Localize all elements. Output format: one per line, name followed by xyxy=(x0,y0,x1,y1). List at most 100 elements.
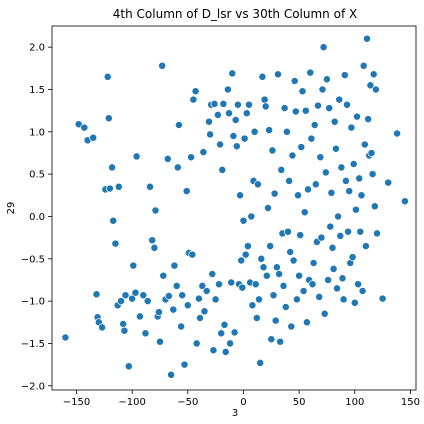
data-point-119 xyxy=(266,242,275,251)
data-point-124 xyxy=(271,316,280,325)
y-axis-label: 29 xyxy=(6,202,17,215)
data-point-37 xyxy=(156,337,164,346)
data-point-28 xyxy=(139,291,148,300)
data-point-170 xyxy=(322,75,331,84)
data-point-203 xyxy=(359,61,368,70)
data-point-64 xyxy=(200,307,209,316)
chart-title: 4th Column of D_lsr vs 30th Column of X xyxy=(113,7,357,21)
data-point-201 xyxy=(357,191,366,200)
data-point-133 xyxy=(281,303,290,311)
data-point-32 xyxy=(148,236,157,245)
data-point-63 xyxy=(199,148,208,157)
data-point-85 xyxy=(228,69,237,78)
data-point-140 xyxy=(289,256,298,265)
data-point-148 xyxy=(298,87,307,96)
data-point-202 xyxy=(358,287,367,295)
data-point-113 xyxy=(259,263,268,272)
data-point-145 xyxy=(295,271,304,280)
data-point-67 xyxy=(206,130,215,139)
data-point-90 xyxy=(233,100,242,109)
data-point-45 xyxy=(170,261,179,270)
data-point-12 xyxy=(105,184,114,193)
data-point-186 xyxy=(340,71,349,80)
data-point-176 xyxy=(329,264,338,273)
data-point-43 xyxy=(167,370,176,379)
y-tick-label: −0.5 xyxy=(21,254,45,265)
data-point-117 xyxy=(264,204,272,212)
data-point-81 xyxy=(223,85,232,94)
data-point-19 xyxy=(119,320,128,328)
data-point-198 xyxy=(354,280,363,289)
data-point-164 xyxy=(316,153,325,162)
data-point-129 xyxy=(277,165,286,174)
data-point-178 xyxy=(331,144,340,153)
data-point-179 xyxy=(333,284,341,293)
data-point-86 xyxy=(229,132,238,140)
data-point-78 xyxy=(219,99,228,108)
data-point-163 xyxy=(315,292,324,301)
data-point-39 xyxy=(159,271,168,280)
data-point-31 xyxy=(146,182,154,191)
data-point-10 xyxy=(103,72,112,81)
data-point-100 xyxy=(245,100,253,109)
data-point-109 xyxy=(255,295,263,304)
x-tick-label: 100 xyxy=(345,397,364,408)
data-point-96 xyxy=(240,134,249,143)
data-point-181 xyxy=(335,95,344,104)
data-point-172 xyxy=(325,104,334,113)
x-tick-label: 0 xyxy=(240,397,246,408)
data-point-71 xyxy=(210,99,219,108)
data-point-24 xyxy=(129,261,138,270)
data-point-88 xyxy=(231,116,240,124)
data-point-27 xyxy=(135,312,144,321)
x-tick-label: −50 xyxy=(177,397,198,408)
data-point-51 xyxy=(180,360,189,369)
data-point-207 xyxy=(364,115,373,124)
data-point-74 xyxy=(215,280,223,289)
data-point-210 xyxy=(367,149,376,157)
data-point-107 xyxy=(252,314,261,322)
data-point-92 xyxy=(236,191,245,200)
y-tick-label: 2.0 xyxy=(29,43,45,54)
data-point-30 xyxy=(143,297,152,306)
data-point-21 xyxy=(121,291,130,300)
data-point-134 xyxy=(282,127,291,136)
data-point-192 xyxy=(347,123,356,132)
data-point-162 xyxy=(314,101,322,110)
data-point-11 xyxy=(104,114,113,123)
data-point-158 xyxy=(309,259,318,267)
data-point-125 xyxy=(272,263,281,272)
data-point-47 xyxy=(173,163,182,172)
data-point-196 xyxy=(351,205,360,214)
data-point-165 xyxy=(317,233,326,242)
data-point-174 xyxy=(327,188,336,197)
y-tick-label: −2.0 xyxy=(21,381,45,392)
data-point-152 xyxy=(302,318,311,327)
data-point-114 xyxy=(260,95,269,104)
data-point-171 xyxy=(324,276,333,284)
data-point-214 xyxy=(371,85,380,94)
data-point-14 xyxy=(109,216,118,225)
data-point-83 xyxy=(226,339,235,348)
data-point-69 xyxy=(208,270,217,278)
data-point-213 xyxy=(370,202,379,211)
data-point-211 xyxy=(368,170,377,179)
data-point-93 xyxy=(237,256,246,265)
data-point-26 xyxy=(132,152,141,161)
x-tick-label: 50 xyxy=(293,397,306,408)
data-point-5 xyxy=(92,290,101,299)
data-point-128 xyxy=(276,337,285,346)
y-tick-label: 1.0 xyxy=(29,127,45,138)
data-point-169 xyxy=(321,168,330,177)
x-tick-label: −100 xyxy=(118,397,145,408)
data-point-144 xyxy=(294,191,302,200)
y-tick-label: −1.0 xyxy=(21,297,45,308)
data-point-142 xyxy=(291,107,300,116)
data-point-56 xyxy=(188,250,197,259)
data-point-62 xyxy=(198,281,207,290)
data-point-0 xyxy=(61,333,70,342)
data-point-218 xyxy=(393,129,402,138)
points-layer xyxy=(61,34,409,379)
data-point-89 xyxy=(232,142,241,151)
data-point-15 xyxy=(111,239,120,248)
